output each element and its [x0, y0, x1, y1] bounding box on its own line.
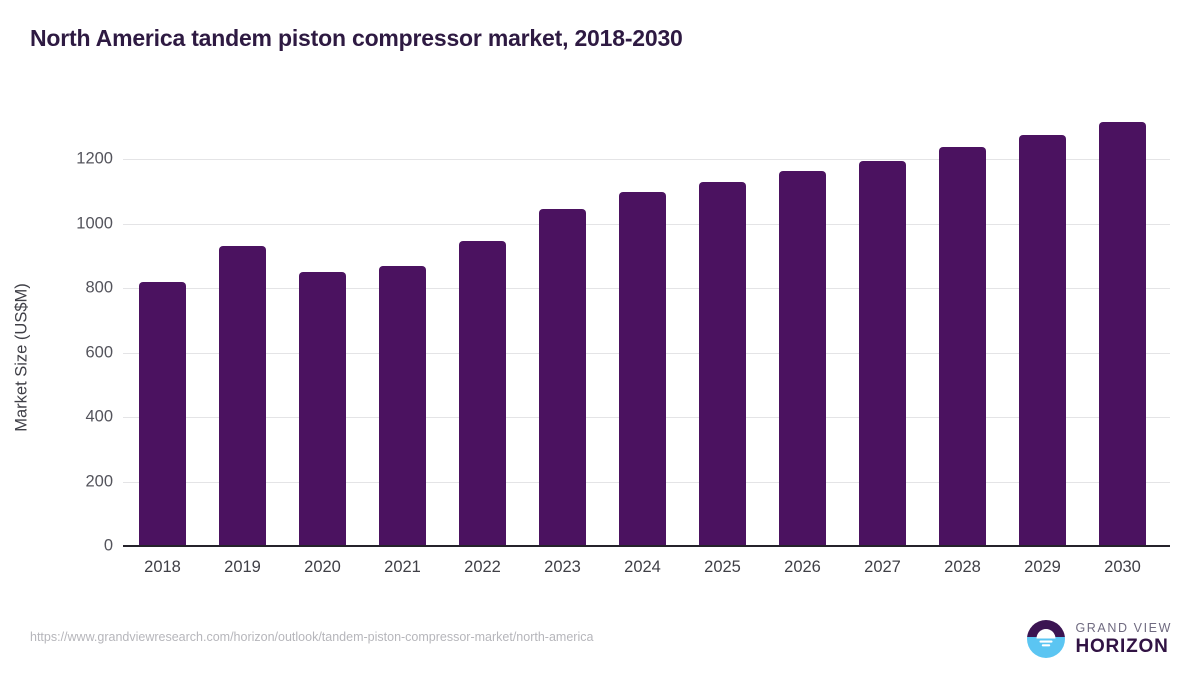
gridline — [123, 159, 1170, 161]
bar[interactable] — [939, 146, 986, 546]
bar-column[interactable] — [379, 95, 426, 546]
bar-column[interactable] — [619, 95, 666, 546]
bar-column[interactable] — [859, 95, 906, 546]
bar-column[interactable] — [139, 95, 186, 546]
bar-column[interactable] — [939, 95, 986, 546]
bar-column[interactable] — [779, 95, 826, 546]
x-axis-tick-label: 2023 — [544, 558, 581, 576]
x-axis-tick-label: 2028 — [944, 558, 981, 576]
logo-line-horizon: HORIZON — [1075, 636, 1169, 658]
y-axis-tick-label: 400 — [85, 407, 113, 426]
y-axis-tick-label: 0 — [103, 536, 113, 555]
x-axis-tick-label: 2020 — [304, 558, 341, 576]
y-axis-tick-label: 1000 — [76, 214, 113, 233]
bar-column[interactable] — [1019, 95, 1066, 546]
bar-column[interactable] — [699, 95, 746, 546]
bar[interactable] — [699, 181, 746, 546]
x-axis-tick-label: 2024 — [624, 558, 661, 576]
y-axis-tick-label: 1200 — [76, 149, 113, 168]
plot-area — [123, 95, 1170, 546]
page-title: North America tandem piston compressor m… — [30, 25, 683, 51]
bar[interactable] — [379, 266, 426, 546]
bar[interactable] — [459, 240, 506, 546]
logo-line-grand-view: GRAND VIEW — [1075, 620, 1172, 635]
x-axis-tick-label: 2018 — [144, 558, 181, 576]
bar[interactable] — [619, 191, 666, 546]
bar-column[interactable] — [299, 95, 346, 546]
bar[interactable] — [219, 246, 266, 546]
x-axis-tick-label: 2026 — [784, 558, 821, 576]
x-axis-tick-label: 2027 — [864, 558, 901, 576]
bar[interactable] — [539, 208, 586, 546]
x-axis-tick-label: 2030 — [1104, 558, 1141, 576]
y-axis-tick-labels: 0 200 400 600 800 1000 1200 — [45, 0, 113, 675]
bar[interactable] — [779, 171, 826, 546]
bar[interactable] — [859, 161, 906, 546]
y-axis-title: Market Size (US$M) — [12, 283, 31, 432]
logo-wordmark: GRAND VIEW HORIZON — [1075, 622, 1172, 657]
y-axis-tick-label: 600 — [85, 343, 113, 362]
x-axis-tick-label: 2021 — [384, 558, 421, 576]
bar[interactable] — [1099, 122, 1146, 546]
bar[interactable] — [139, 281, 186, 546]
y-axis-tick-label: 200 — [85, 472, 113, 491]
bar-column[interactable] — [539, 95, 586, 546]
x-axis-tick-label: 2019 — [224, 558, 261, 576]
bar[interactable] — [299, 271, 346, 546]
y-axis-tick-label: 800 — [85, 278, 113, 297]
bar[interactable] — [1019, 135, 1066, 546]
bar-column[interactable] — [1099, 95, 1146, 546]
horizon-logo-icon — [1027, 620, 1066, 658]
source-url: https://www.grandviewresearch.com/horizo… — [30, 630, 594, 644]
bar-column[interactable] — [459, 95, 506, 546]
bar-column[interactable] — [219, 95, 266, 546]
x-axis-tick-label: 2022 — [464, 558, 501, 576]
x-axis-tick-label: 2025 — [704, 558, 741, 576]
x-axis-tick-label: 2029 — [1024, 558, 1061, 576]
x-axis-line — [123, 545, 1170, 547]
grand-view-horizon-logo: GRAND VIEW HORIZON — [1026, 618, 1172, 660]
